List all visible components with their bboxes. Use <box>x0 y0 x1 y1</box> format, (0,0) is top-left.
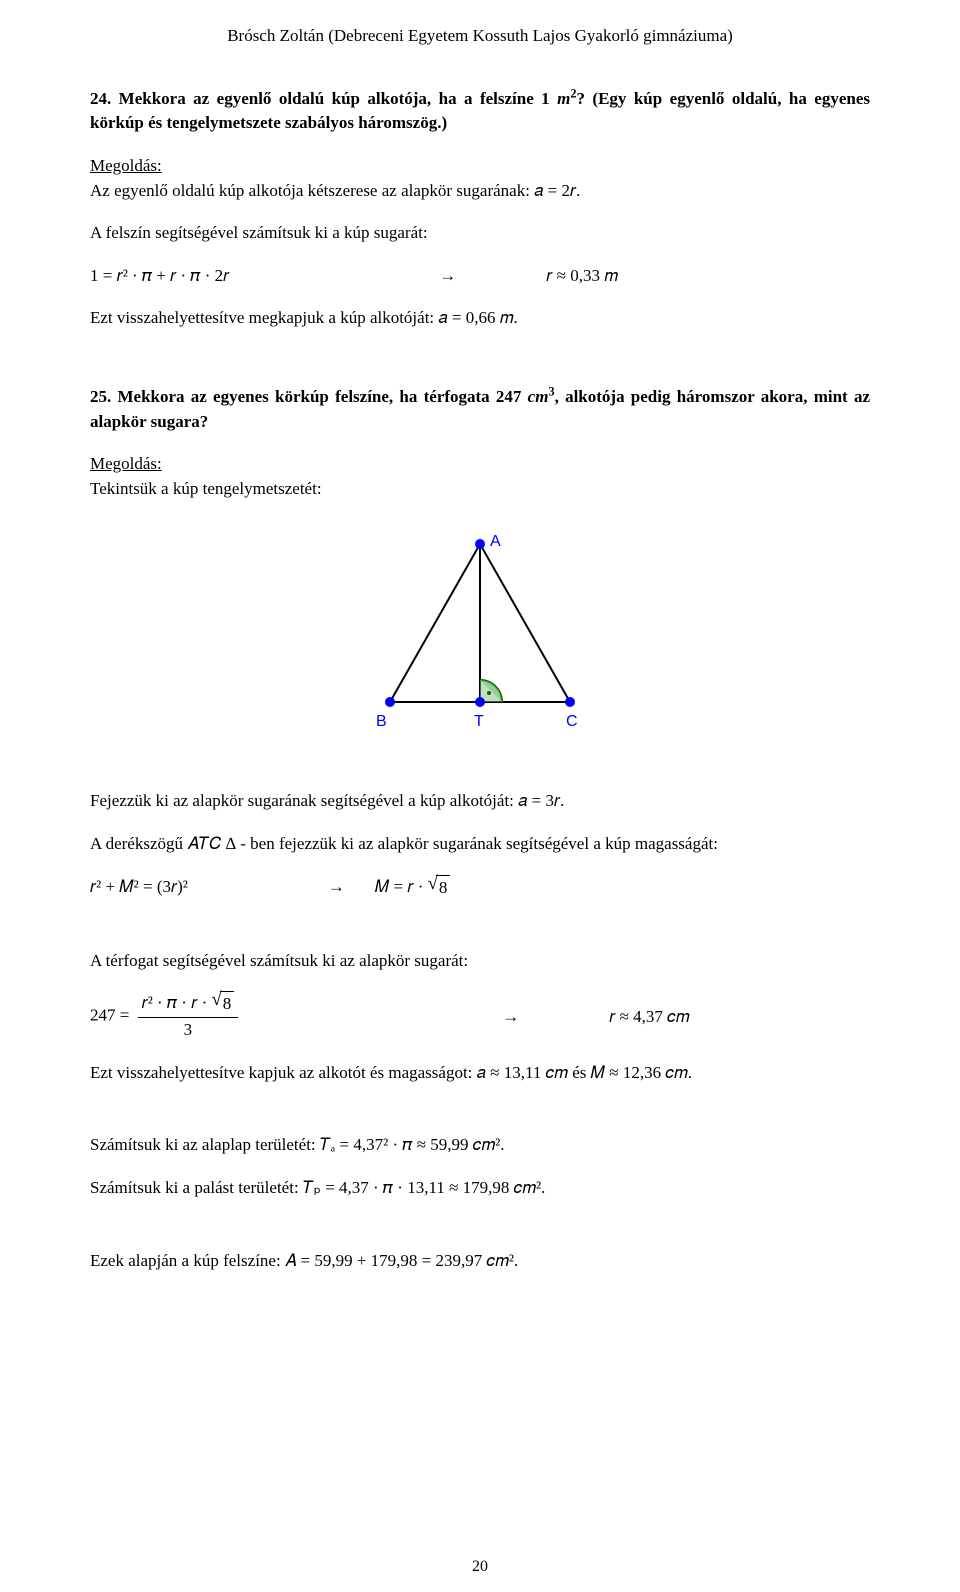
p24-line1: Az egyenlő oldalú kúp alkotója kétszeres… <box>90 181 580 200</box>
p25-line7: Ezek alapján a kúp felszíne: 𝐴 = 59,99 +… <box>90 1249 870 1274</box>
p24-line3: Ezt visszahelyettesítve megkapjuk a kúp … <box>90 306 870 331</box>
p25-line4: Ezt visszahelyettesítve kapjuk az alkotó… <box>90 1061 870 1086</box>
label-t: T <box>474 713 484 730</box>
megoldas-label-2: Megoldás: <box>90 454 162 473</box>
p25-eq3-den: 3 <box>138 1017 239 1043</box>
p25-megoldas: Megoldás: Tekintsük a kúp tengelymetszet… <box>90 452 870 501</box>
p25-title-val: 247 <box>496 387 528 406</box>
p24-title-a: 24. Mekkora az egyenlő oldalú kúp alkotó… <box>90 89 557 108</box>
p25-line2: A derékszögű 𝐴𝑇𝐶 ∆ - ben fejezzük ki az … <box>90 832 870 857</box>
p25-eq2-right-pre: 𝑀 = 𝑟 · <box>375 877 428 896</box>
p24-title-unit: m <box>557 89 570 108</box>
label-b: B <box>376 713 387 730</box>
p25-eq3-frac: 𝑟² · 𝜋 · 𝑟 · √8 3 <box>138 991 239 1043</box>
p25-equation-3: 247 = 𝑟² · 𝜋 · 𝑟 · √8 3 → 𝑟 ≈ 4,37 𝑐𝑚 <box>90 991 870 1043</box>
p25-title-cm: cm <box>528 387 549 406</box>
p25-line1: Fejezzük ki az alapkör sugarának segítsé… <box>90 789 870 814</box>
vertex-b <box>385 697 395 707</box>
gap <box>90 1219 870 1243</box>
vertex-c <box>565 697 575 707</box>
angle-dot <box>487 691 491 695</box>
p24-megoldas: Megoldás: Az egyenlő oldalú kúp alkotója… <box>90 154 870 203</box>
page-number: 20 <box>0 1555 960 1578</box>
p25-eq2-right: 𝑀 = 𝑟 · √8 <box>375 875 451 901</box>
vertex-t <box>475 697 485 707</box>
p25-equation-2: 𝑟² + 𝑀² = (3𝑟)² → 𝑀 = 𝑟 · √8 <box>90 875 870 901</box>
p25-line3: A térfogat segítségével számítsuk ki az … <box>90 949 870 974</box>
p25-title-a: 25. Mekkora az egyenes körkúp felszíne, … <box>90 387 496 406</box>
vertex-a <box>475 539 485 549</box>
p25-eq3-left-pre: 247 = <box>90 1006 134 1025</box>
radicand-8: 8 <box>436 875 451 901</box>
p24-eq-arrow: → <box>409 264 486 289</box>
p24-equation: 1 = 𝑟² · 𝜋 + 𝑟 · 𝜋 · 2𝑟 → 𝑟 ≈ 0,33 𝑚 <box>90 264 870 289</box>
page-header: Brósch Zoltán (Debreceni Egyetem Kossuth… <box>90 24 870 49</box>
label-c: C <box>566 713 578 730</box>
triangle-svg: A B C T <box>370 532 590 742</box>
problem-24-title: 24. Mekkora az egyenlő oldalú kúp alkotó… <box>90 87 870 136</box>
p25-eq3-num: 𝑟² · 𝜋 · 𝑟 · √8 <box>138 991 239 1017</box>
problem-25-title: 25. Mekkora az egyenes körkúp felszíne, … <box>90 385 870 434</box>
sqrt-8-a: √8 <box>428 875 451 901</box>
p25-line6: Számítsuk ki a palást területét: 𝑇ₚ = 4,… <box>90 1176 870 1201</box>
side-ac <box>480 544 570 702</box>
p24-eq-right: 𝑟 ≈ 0,33 𝑚 <box>546 264 618 289</box>
p25-eq2-arrow: → <box>298 875 375 900</box>
p25-line5: Számítsuk ki az alaplap területét: 𝑇ₐ = … <box>90 1133 870 1158</box>
gap <box>90 1103 870 1127</box>
gap <box>90 919 870 943</box>
p24-eq-left: 1 = 𝑟² · 𝜋 + 𝑟 · 𝜋 · 2𝑟 <box>90 264 229 289</box>
p25-eq3-left: 247 = 𝑟² · 𝜋 · 𝑟 · √8 3 <box>90 991 242 1043</box>
label-a: A <box>490 533 501 550</box>
triangle-figure: A B C T <box>90 532 870 750</box>
p25-eq3-arrow: → <box>472 1005 549 1030</box>
radicand-8-2: 8 <box>220 991 235 1017</box>
p25-eq3-right: 𝑟 ≈ 4,37 𝑐𝑚 <box>609 1005 689 1030</box>
p25-eq3-num-pre: 𝑟² · 𝜋 · 𝑟 · <box>142 993 212 1012</box>
sqrt-8-b: √8 <box>211 991 234 1017</box>
p24-line2: A felszín segítségével számítsuk ki a kú… <box>90 221 870 246</box>
section-gap <box>90 349 870 385</box>
side-ab <box>390 544 480 702</box>
p25-intro: Tekintsük a kúp tengelymetszetét: <box>90 479 322 498</box>
p25-eq2-left: 𝑟² + 𝑀² = (3𝑟)² <box>90 875 188 900</box>
document-page: Brósch Zoltán (Debreceni Egyetem Kossuth… <box>0 0 960 1592</box>
megoldas-label-1: Megoldás: <box>90 156 162 175</box>
